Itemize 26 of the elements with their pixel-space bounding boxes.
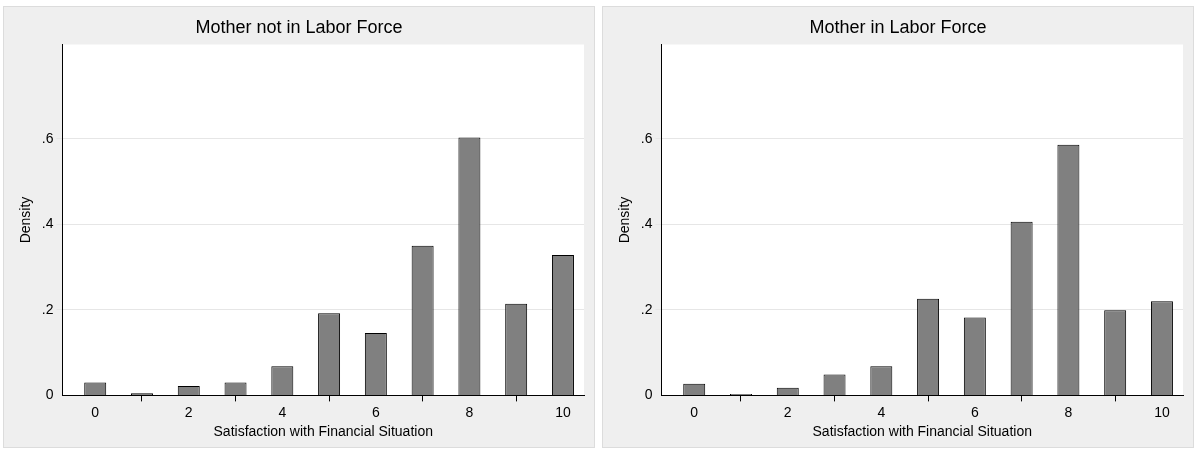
x-tick-label: 6 [970, 403, 979, 420]
y-tick-label: .6 [41, 129, 54, 146]
y-tick-label: .2 [41, 300, 54, 317]
y-tick-label: .4 [41, 215, 54, 232]
x-tick-label: 2 [783, 403, 792, 420]
x-axis-title: Satisfaction with Financial Situation [812, 423, 1032, 440]
y-tick-label: 0 [45, 386, 54, 403]
x-tick-label: 0 [690, 403, 699, 420]
x-tick-label: 10 [555, 403, 571, 420]
x-tick-label: 4 [278, 403, 287, 420]
x-tick-label: 8 [1064, 403, 1073, 420]
y-axis-title: Density [17, 196, 34, 244]
y-axis-title: Density [616, 196, 633, 244]
y-tick-label: .6 [640, 129, 653, 146]
x-axis-title: Satisfaction with Financial Situation [213, 423, 433, 440]
chart-title: Mother not in Labor Force [195, 16, 403, 37]
y-tick-label: 0 [644, 386, 653, 403]
x-tick-label: 10 [1154, 403, 1170, 420]
x-tick-label: 2 [184, 403, 193, 420]
x-tick-label: 4 [877, 403, 886, 420]
x-tick-label: 8 [465, 403, 474, 420]
y-tick-label: .4 [640, 215, 653, 232]
x-tick-label: 6 [371, 403, 380, 420]
chart-title: Mother in Labor Force [809, 16, 987, 37]
x-tick-label: 0 [91, 403, 100, 420]
y-tick-label: .2 [640, 300, 653, 317]
